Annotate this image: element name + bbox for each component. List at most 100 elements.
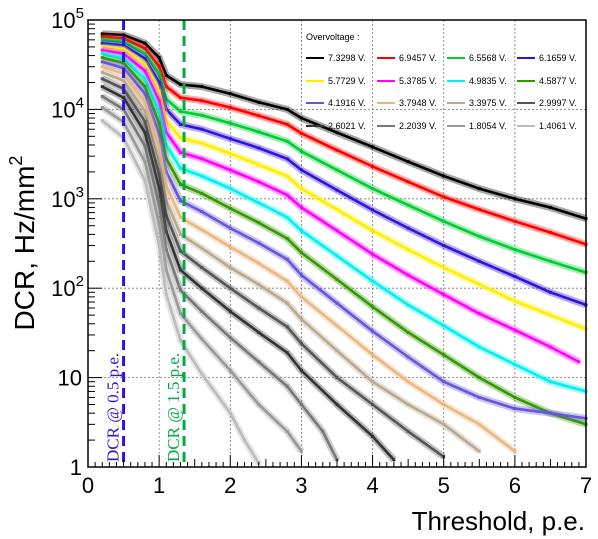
data-point (285, 236, 289, 240)
data-point (164, 119, 168, 123)
data-point (228, 168, 232, 172)
data-point (100, 65, 104, 69)
data-point (285, 157, 289, 161)
y-tick-label: 103 (51, 184, 84, 212)
data-point (200, 157, 204, 161)
legend-entry-label: 7.3298 V. (328, 53, 366, 63)
data-point (321, 429, 325, 433)
data-point (228, 336, 232, 340)
data-point (335, 349, 339, 353)
legend-entry-label: 4.9835 V. (469, 76, 507, 86)
data-point (548, 259, 552, 263)
data-point (164, 199, 168, 203)
data-point (477, 312, 481, 316)
data-point (143, 109, 147, 113)
data-point (257, 130, 261, 134)
data-point (406, 303, 410, 307)
data-point (200, 191, 204, 195)
data-point (513, 328, 517, 332)
data-point (335, 376, 339, 380)
data-point (257, 163, 261, 167)
data-point (100, 119, 104, 123)
data-point (164, 170, 168, 174)
data-point (285, 107, 289, 111)
data-point (143, 46, 147, 50)
data-point (371, 403, 375, 407)
data-point (100, 85, 104, 89)
data-point (371, 208, 375, 212)
data-point (143, 179, 147, 183)
data-point (442, 403, 446, 407)
data-point (200, 266, 204, 270)
data-point (477, 187, 481, 191)
data-point (164, 230, 168, 234)
data-point (371, 252, 375, 256)
series-line (101, 71, 481, 453)
data-point (164, 85, 168, 89)
data-point (228, 206, 232, 210)
x-tick-label: 7 (580, 473, 592, 498)
data-point (285, 384, 289, 388)
data-point (513, 395, 517, 399)
series-5 (100, 46, 581, 366)
data-point (335, 324, 339, 328)
data-point (164, 214, 168, 218)
series-14 (100, 104, 305, 454)
data-point (200, 113, 204, 117)
data-point (200, 246, 204, 250)
data-point (178, 136, 182, 140)
data-point (477, 345, 481, 349)
data-point (178, 96, 182, 100)
data-point (442, 422, 446, 426)
data-point (200, 99, 204, 103)
data-point (164, 73, 168, 77)
data-point (285, 122, 289, 126)
data-point (442, 266, 446, 270)
data-point (371, 164, 375, 168)
data-point (335, 403, 339, 407)
data-point (228, 187, 232, 191)
data-point (335, 207, 339, 211)
data-point (257, 282, 261, 286)
data-point (200, 141, 204, 145)
data-point (513, 407, 517, 411)
data-point (164, 143, 168, 147)
data-point (371, 145, 375, 149)
data-point (299, 168, 303, 172)
series-0 (100, 30, 588, 222)
data-point (477, 376, 481, 380)
data-point (335, 148, 339, 152)
data-point (257, 261, 261, 265)
data-point (548, 345, 552, 349)
legend: Overvoltage : 7.3298 V. 6.9457 V. 6.5568 V.… (306, 32, 577, 131)
data-point (100, 41, 104, 45)
data-point (442, 174, 446, 178)
data-point (143, 100, 147, 104)
data-point (299, 205, 303, 209)
data-point (299, 273, 303, 277)
data-point (122, 79, 126, 83)
data-point (100, 77, 104, 81)
legend-entry-label: 2.2039 V. (399, 121, 437, 131)
data-point (442, 219, 446, 223)
data-point (299, 131, 303, 135)
data-point (299, 317, 303, 321)
data-point (143, 57, 147, 61)
data-point (157, 158, 161, 162)
data-point (392, 458, 396, 462)
data-point (371, 229, 375, 233)
data-point (548, 230, 552, 234)
data-point (200, 210, 204, 214)
data-point (285, 215, 289, 219)
legend-entry-label: 1.4061 V. (539, 121, 577, 131)
data-point (143, 52, 147, 56)
data-point (164, 184, 168, 188)
y-tick-label: 1 (70, 455, 82, 480)
data-series (99, 30, 588, 466)
data-point (228, 411, 232, 415)
data-point (442, 244, 446, 248)
data-point (513, 449, 517, 453)
data-point (157, 133, 161, 137)
